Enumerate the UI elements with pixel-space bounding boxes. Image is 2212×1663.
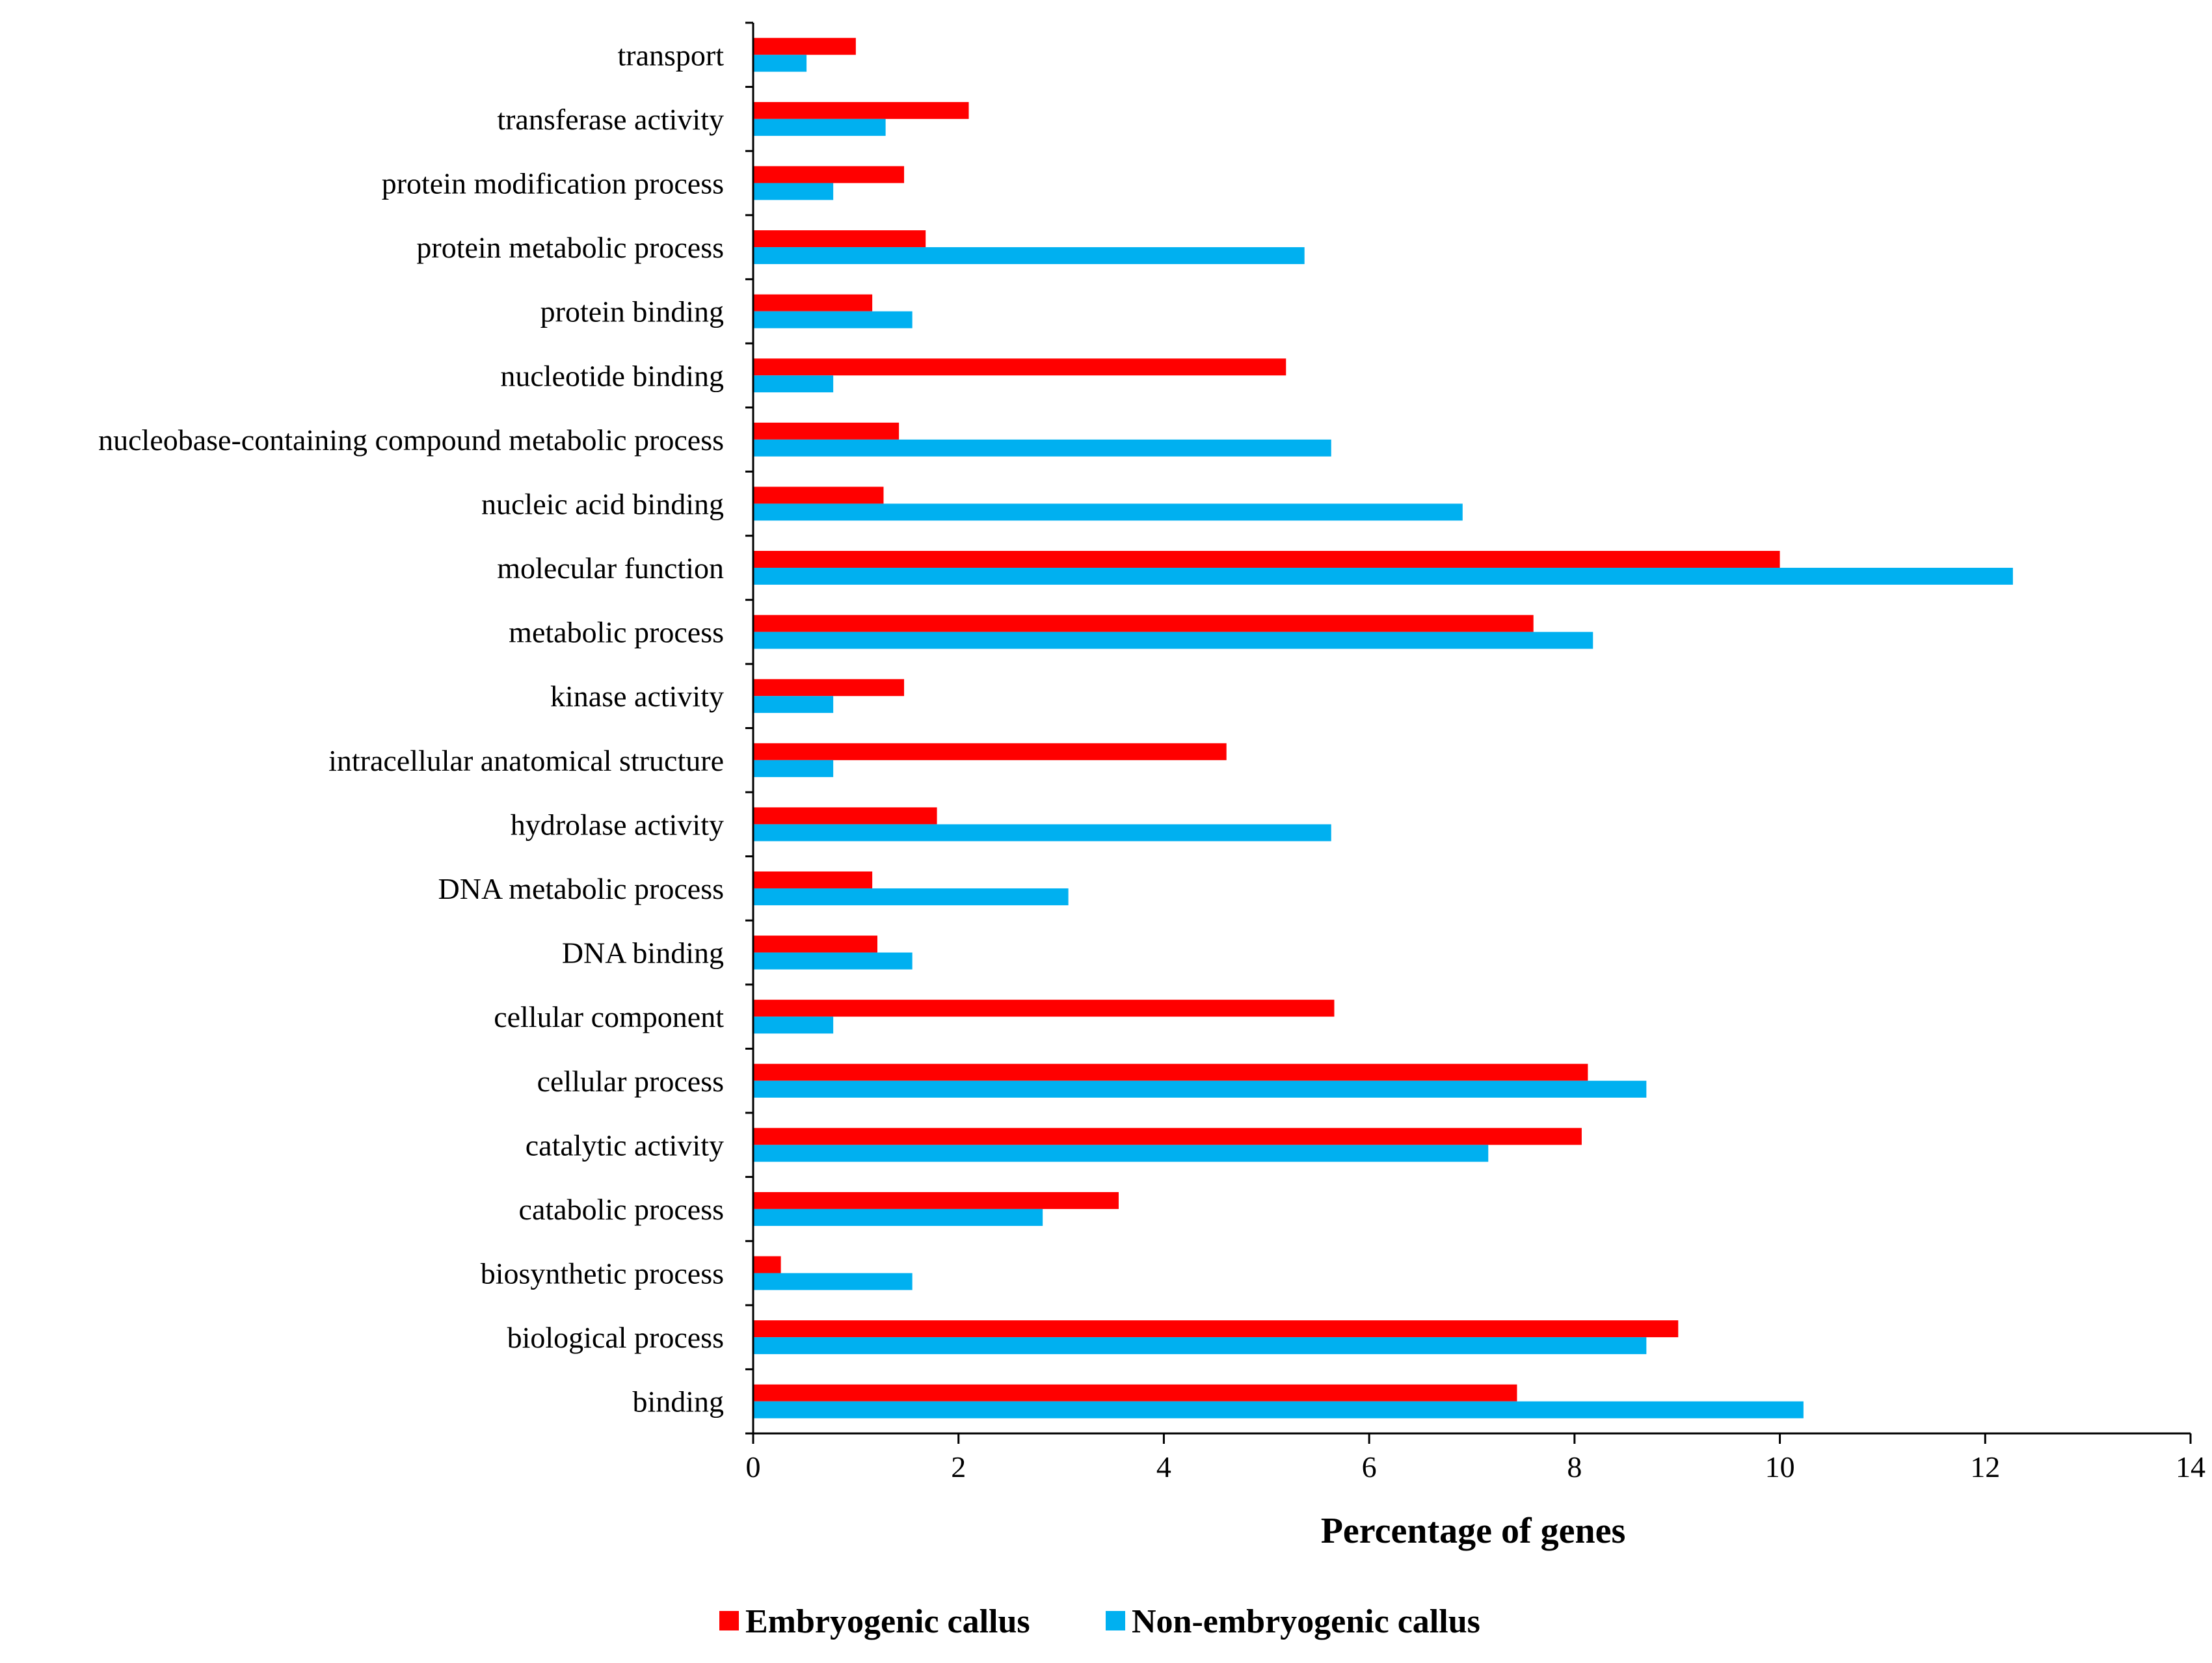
x-tick-label: 8 (1567, 1450, 1582, 1483)
category-label-kinase-activity: kinase activity (550, 680, 724, 713)
category-label-binding: binding (632, 1385, 724, 1418)
bar-embryogenic-callus-transport (753, 38, 856, 55)
bar-embryogenic-callus-transferase-activity (753, 101, 969, 119)
bar-embryogenic-callus-protein-metabolic-process (753, 230, 926, 248)
category-label-biosynthetic-process: biosynthetic process (481, 1257, 724, 1290)
bar-embryogenic-callus-protein-binding (753, 294, 873, 312)
category-label-protein-modification-process: protein modification process (382, 166, 724, 200)
bar-non-embryogenic-callus-binding (753, 1401, 1804, 1418)
legend: Embryogenic callus Non-embryogenic callu… (719, 1603, 1480, 1640)
category-label-cellular-component: cellular component (494, 1000, 724, 1033)
bar-non-embryogenic-callus-cellular-process (753, 1080, 1647, 1098)
bar-embryogenic-callus-metabolic-process (753, 615, 1534, 632)
bar-non-embryogenic-callus-biosynthetic-process (753, 1273, 913, 1290)
category-label-nucleic-acid-binding: nucleic acid binding (481, 487, 724, 520)
bar-non-embryogenic-callus-hydrolase-activity (753, 824, 1331, 842)
bar-non-embryogenic-callus-nucleic-acid-binding (753, 503, 1463, 521)
category-label-transport: transport (617, 38, 724, 72)
legend-label-embryogenic: Embryogenic callus (745, 1603, 1030, 1640)
category-label-catalytic-activity: catalytic activity (526, 1128, 724, 1162)
bar-non-embryogenic-callus-intracellular-anatomical-structure (753, 760, 834, 777)
bar-embryogenic-callus-biological-process (753, 1320, 1679, 1338)
bar-embryogenic-callus-biosynthetic-process (753, 1256, 781, 1273)
x-tick-label: 6 (1362, 1450, 1377, 1483)
category-label-dna-binding: DNA binding (562, 937, 724, 970)
bar-non-embryogenic-callus-nucleotide-binding (753, 375, 834, 393)
bar-non-embryogenic-callus-kinase-activity (753, 696, 834, 713)
bar-non-embryogenic-callus-transport (753, 55, 807, 72)
legend-label-non-embryogenic: Non-embryogenic callus (1132, 1603, 1480, 1640)
axes (745, 21, 2191, 1435)
bar-embryogenic-callus-cellular-process (753, 1063, 1588, 1081)
bar-embryogenic-callus-hydrolase-activity (753, 807, 937, 825)
bar-embryogenic-callus-dna-binding (753, 935, 878, 953)
category-label-intracellular-anatomical-structure: intracellular anatomical structure (328, 744, 724, 777)
bar-non-embryogenic-callus-dna-metabolic-process (753, 888, 1069, 905)
category-label-nucleobase-containing-compound-metabolic-process: nucleobase-containing compound metabolic… (98, 423, 724, 457)
bar-embryogenic-callus-protein-modification-process (753, 166, 905, 183)
category-label-catabolic-process: catabolic process (519, 1193, 724, 1226)
bar-embryogenic-callus-catalytic-activity (753, 1128, 1582, 1145)
legend-swatch-non-embryogenic (1106, 1611, 1125, 1630)
category-label-transferase-activity: transferase activity (497, 103, 724, 136)
bar-non-embryogenic-callus-catalytic-activity (753, 1145, 1489, 1162)
category-label-protein-metabolic-process: protein metabolic process (416, 231, 724, 264)
x-axis-title: Percentage of genes (1321, 1511, 1626, 1551)
x-tick-label: 12 (1970, 1450, 2000, 1483)
bar-non-embryogenic-callus-dna-binding (753, 952, 913, 970)
bar-non-embryogenic-callus-nucleobase-containing-compound-metabolic-process (753, 439, 1331, 457)
bar-non-embryogenic-callus-metabolic-process (753, 632, 1593, 649)
category-label-biological-process: biological process (507, 1321, 724, 1354)
bar-embryogenic-callus-binding (753, 1384, 1517, 1402)
bar-embryogenic-callus-catabolic-process (753, 1191, 1119, 1209)
bar-non-embryogenic-callus-protein-binding (753, 311, 913, 328)
bar-non-embryogenic-callus-transferase-activity (753, 118, 886, 136)
x-tick-label: 2 (951, 1450, 966, 1483)
bar-non-embryogenic-callus-biological-process (753, 1337, 1647, 1355)
bar-embryogenic-callus-nucleobase-containing-compound-metabolic-process (753, 422, 899, 440)
category-label-dna-metabolic-process: DNA metabolic process (438, 872, 724, 905)
category-label-protein-binding: protein binding (540, 295, 724, 328)
bar-non-embryogenic-callus-protein-metabolic-process (753, 247, 1305, 265)
bar-non-embryogenic-callus-cellular-component (753, 1017, 834, 1034)
bar-embryogenic-callus-nucleic-acid-binding (753, 486, 884, 504)
bar-non-embryogenic-callus-protein-modification-process (753, 183, 834, 200)
x-ticks: 0 2 4 6 8 10 12 14 (746, 1433, 2205, 1483)
bar-embryogenic-callus-molecular-function (753, 551, 1780, 568)
bars-group (753, 38, 2013, 1418)
x-tick-label: 10 (1765, 1450, 1795, 1483)
bar-non-embryogenic-callus-molecular-function (753, 568, 2013, 585)
bar-non-embryogenic-callus-catabolic-process (753, 1208, 1043, 1226)
bar-embryogenic-callus-intracellular-anatomical-structure (753, 743, 1227, 760)
x-tick-label: 14 (2176, 1450, 2205, 1483)
bar-embryogenic-callus-kinase-activity (753, 679, 905, 697)
category-label-hydrolase-activity: hydrolase activity (511, 808, 724, 841)
bar-embryogenic-callus-nucleotide-binding (753, 358, 1286, 376)
category-label-metabolic-process: metabolic process (509, 616, 724, 649)
x-tick-label: 0 (746, 1450, 761, 1483)
bar-embryogenic-callus-cellular-component (753, 1000, 1335, 1017)
bar-embryogenic-callus-dna-metabolic-process (753, 871, 873, 888)
category-label-nucleotide-binding: nucleotide binding (500, 359, 724, 392)
legend-swatch-embryogenic (719, 1611, 739, 1630)
category-label-cellular-process: cellular process (537, 1065, 724, 1098)
x-tick-label: 4 (1156, 1450, 1171, 1483)
category-labels: transport transferase activity protein mod… (98, 38, 724, 1418)
category-label-molecular-function: molecular function (497, 552, 724, 585)
